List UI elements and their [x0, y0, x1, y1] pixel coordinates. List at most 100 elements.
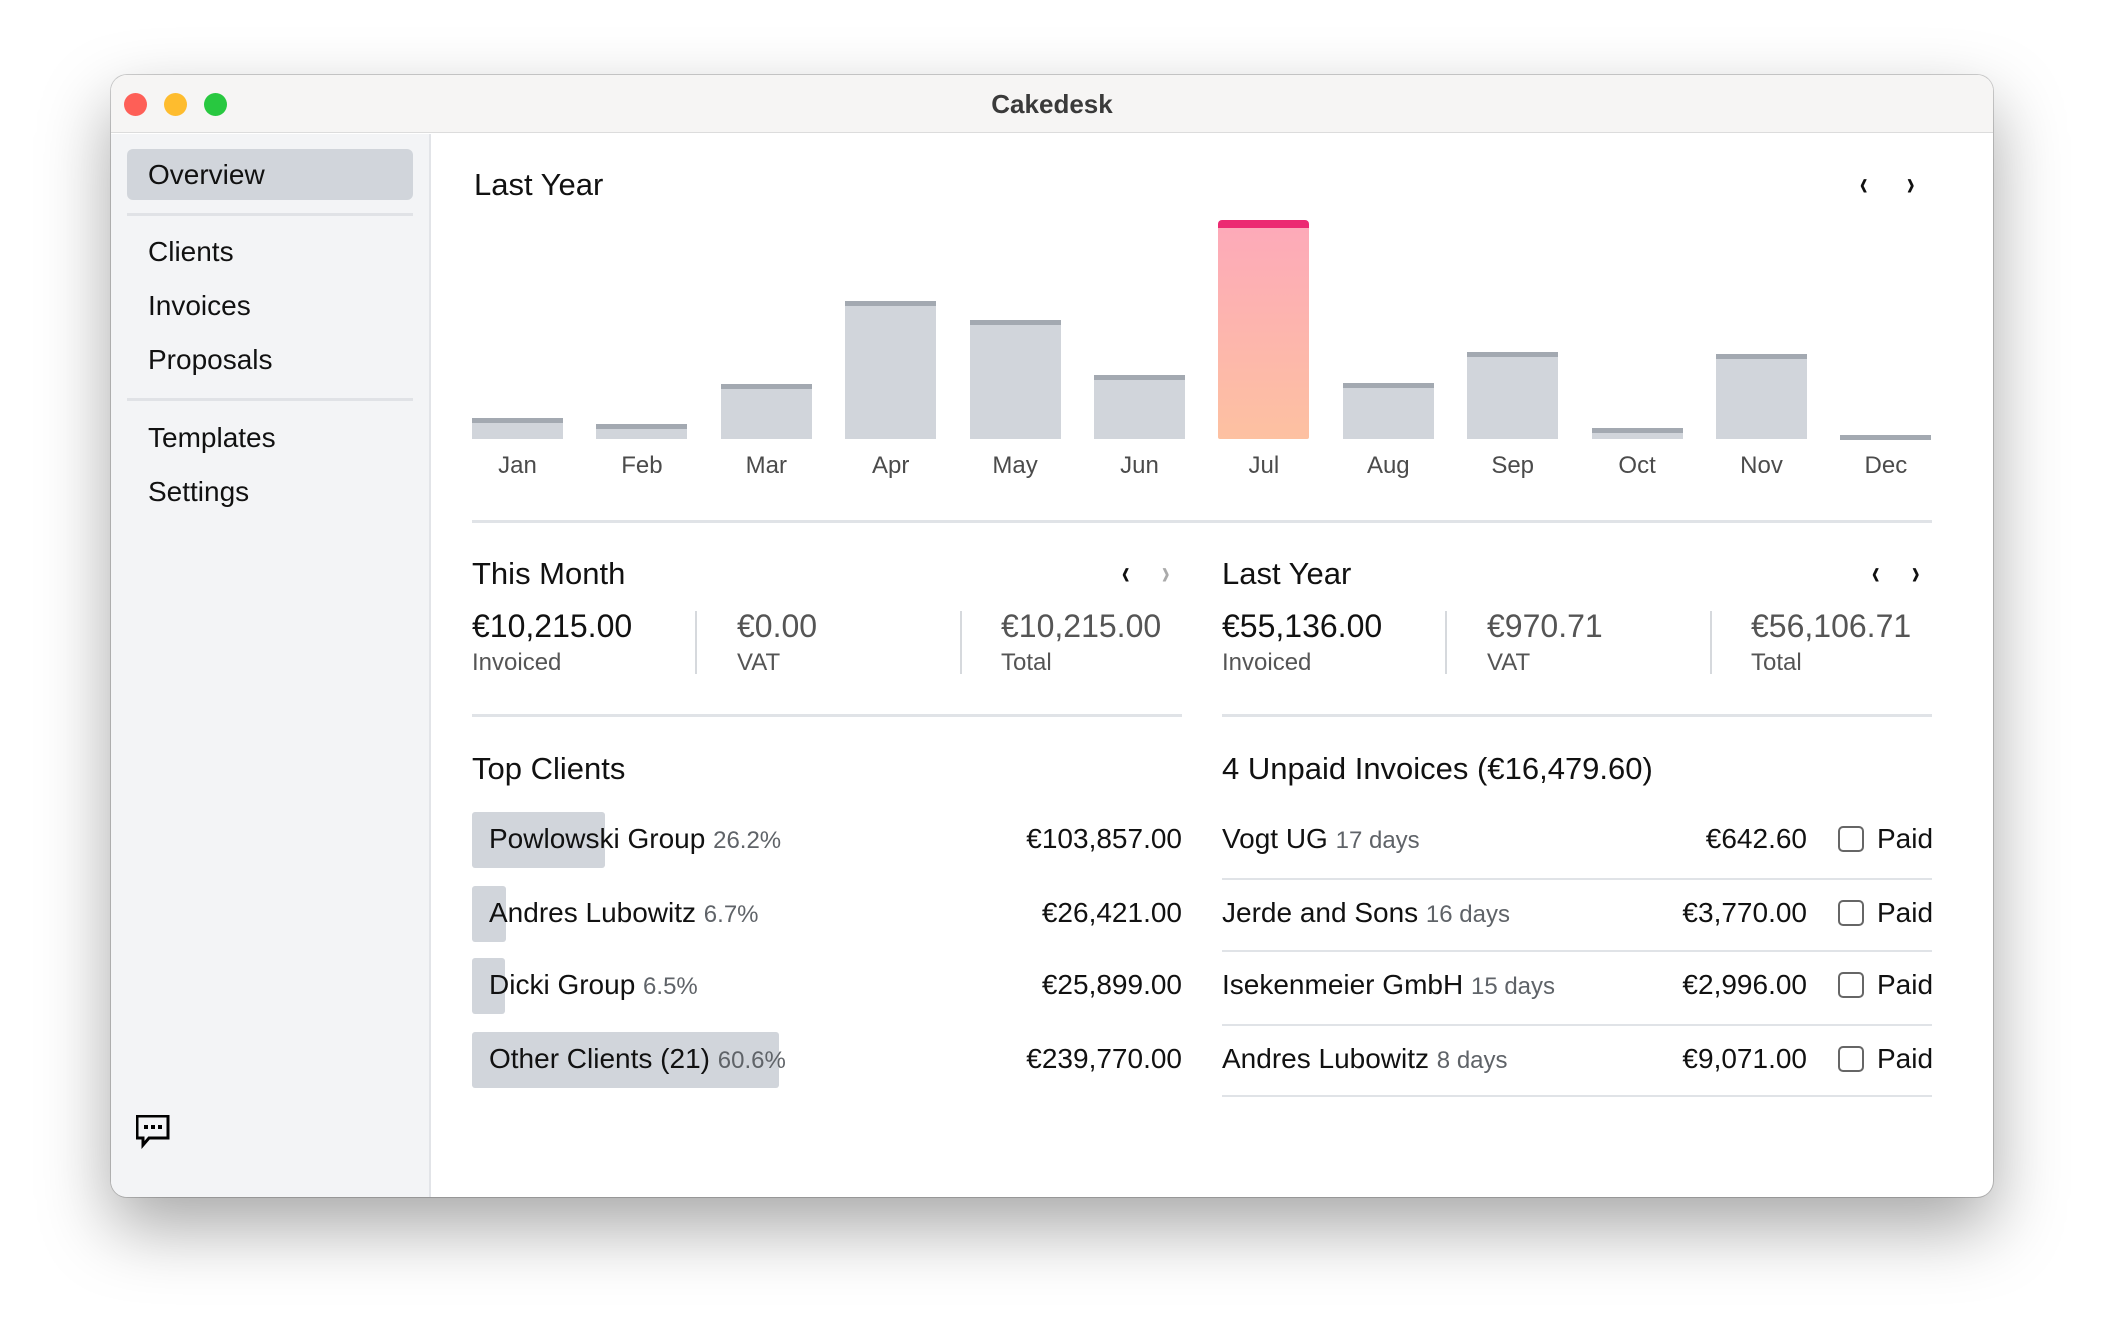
last-year-vat-value: €970.71	[1487, 608, 1603, 644]
bar-may[interactable]	[969, 320, 1061, 439]
invoice-amount: €3,770.00	[1682, 897, 1807, 928]
paid-label[interactable]: Paid	[1877, 897, 1934, 928]
client-amount: €26,421.00	[1041, 897, 1182, 928]
invoice-age: 15 days	[1470, 973, 1556, 1000]
invoice-amount: €642.60	[1705, 823, 1807, 854]
invoice-row[interactable]: Jerde and Sons 16 days	[1222, 897, 1510, 929]
row-divider	[1222, 950, 1932, 952]
client-share-bar	[472, 886, 506, 942]
bar-jul[interactable]	[1218, 220, 1310, 439]
month-label: Sep	[1491, 452, 1535, 479]
invoice-amount: €2,996.00	[1682, 969, 1807, 1000]
paid-label[interactable]: Paid	[1877, 1043, 1934, 1074]
this-month-total-label: Total	[1001, 649, 1052, 676]
chat-bubble-icon[interactable]	[136, 1115, 170, 1149]
client-name: Dicki Group	[489, 969, 636, 1000]
zoom-window-button[interactable]	[204, 93, 227, 116]
invoice-amount: €9,071.00	[1682, 1043, 1807, 1074]
sidebar-item-proposals[interactable]: Proposals	[148, 344, 273, 375]
bar-dec[interactable]	[1840, 435, 1932, 440]
sidebar-divider	[127, 398, 413, 401]
section-divider	[472, 714, 1182, 717]
bar-feb[interactable]	[596, 423, 688, 439]
last-year-vat-label: VAT	[1487, 649, 1531, 676]
this-month-invoiced-label: Invoiced	[472, 649, 562, 676]
paid-checkbox[interactable]	[1838, 900, 1864, 926]
sidebar-item-overview[interactable]: Overview	[127, 149, 413, 200]
month-label: Aug	[1366, 452, 1410, 479]
this-month-prev-button[interactable]: ‹	[1121, 554, 1130, 592]
last-year-total-value: €56,106.71	[1751, 608, 1912, 644]
bar-jun[interactable]	[1094, 374, 1185, 439]
client-row[interactable]: Andres Lubowitz 6.7%	[489, 897, 759, 929]
last-year-prev-button[interactable]: ‹	[1871, 554, 1880, 592]
invoice-row[interactable]: Andres Lubowitz 8 days	[1222, 1043, 1508, 1075]
bar-sep[interactable]	[1467, 352, 1559, 439]
sidebar-item-clients[interactable]: Clients	[148, 236, 234, 267]
bar-nov[interactable]	[1716, 353, 1807, 439]
stat-divider	[1445, 611, 1447, 674]
title-bar: Cakedesk	[111, 75, 1993, 133]
client-share: 60.6%	[717, 1047, 786, 1074]
row-divider	[1222, 1095, 1932, 1097]
client-row[interactable]: Powlowski Group 26.2%	[489, 823, 781, 855]
stat-divider	[695, 611, 697, 674]
paid-checkbox[interactable]	[1838, 826, 1864, 852]
invoice-client: Vogt UG	[1222, 823, 1328, 854]
month-label: Jul	[1248, 452, 1280, 479]
invoice-client: Andres Lubowitz	[1222, 1043, 1430, 1074]
client-share-bar	[472, 812, 605, 868]
month-label: Nov	[1740, 452, 1783, 479]
last-year-invoiced-value: €55,136.00	[1222, 608, 1383, 644]
client-share: 6.7%	[703, 901, 759, 928]
bar-jan[interactable]	[472, 418, 563, 439]
last-year-title: Last Year	[1222, 556, 1352, 591]
chart-next-year-button[interactable]: ›	[1906, 165, 1915, 203]
sidebar-divider	[127, 213, 413, 216]
client-name: Powlowski Group	[489, 823, 706, 854]
client-row[interactable]: Dicki Group 6.5%	[489, 969, 698, 1001]
section-divider	[472, 520, 1932, 523]
close-window-button[interactable]	[124, 93, 147, 116]
sidebar-item-invoices[interactable]: Invoices	[148, 290, 251, 321]
last-year-total-label: Total	[1751, 649, 1802, 676]
invoice-client: Jerde and Sons	[1222, 897, 1419, 928]
row-divider	[1222, 878, 1932, 880]
paid-label[interactable]: Paid	[1877, 969, 1934, 1000]
sidebar-item-templates[interactable]: Templates	[148, 422, 276, 453]
chart-title: Last Year	[474, 167, 604, 202]
bar-oct[interactable]	[1591, 427, 1683, 439]
invoice-age: 17 days	[1335, 827, 1420, 854]
stat-divider	[1710, 611, 1712, 674]
this-month-invoiced-value: €10,215.00	[472, 608, 633, 644]
client-share-bar	[472, 1032, 780, 1088]
month-label: Mar	[745, 452, 787, 479]
chart-prev-year-button[interactable]: ‹	[1859, 165, 1868, 203]
invoice-row[interactable]: Isekenmeier GmbH 15 days	[1222, 969, 1555, 1001]
client-share-bar	[472, 958, 505, 1014]
invoice-row[interactable]: Vogt UG 17 days	[1222, 823, 1420, 855]
last-year-invoiced-label: Invoiced	[1222, 649, 1312, 676]
sidebar-item-settings[interactable]: Settings	[148, 476, 250, 507]
client-share: 6.5%	[643, 973, 698, 1000]
month-label: Jan	[498, 452, 537, 479]
section-divider	[1222, 714, 1932, 717]
monthly-bar-chart: Jan Feb Mar Apr May Jun Jul Aug Sep Oct Nov Dec	[472, 134, 1932, 494]
paid-checkbox[interactable]	[1838, 1046, 1864, 1072]
paid-label[interactable]: Paid	[1877, 823, 1934, 854]
invoice-age: 16 days	[1425, 901, 1510, 928]
this-month-next-button[interactable]: ›	[1161, 554, 1170, 592]
this-month-title: This Month	[472, 556, 626, 591]
paid-checkbox[interactable]	[1838, 972, 1864, 998]
minimize-window-button[interactable]	[164, 93, 187, 116]
month-label: Oct	[1618, 452, 1656, 479]
last-year-next-button[interactable]: ›	[1911, 554, 1920, 592]
sidebar: Overview Clients Invoices Proposals Temp…	[111, 134, 431, 1197]
this-month-total-value: €10,215.00	[1001, 608, 1162, 644]
unpaid-invoices-title: 4 Unpaid Invoices (€16,479.60)	[1222, 751, 1653, 786]
month-label: Jun	[1120, 452, 1159, 479]
bar-mar[interactable]	[720, 383, 812, 439]
bar-aug[interactable]	[1342, 382, 1434, 439]
client-row[interactable]: Other Clients (21) 60.6%	[489, 1043, 786, 1075]
bar-apr[interactable]	[845, 301, 937, 439]
